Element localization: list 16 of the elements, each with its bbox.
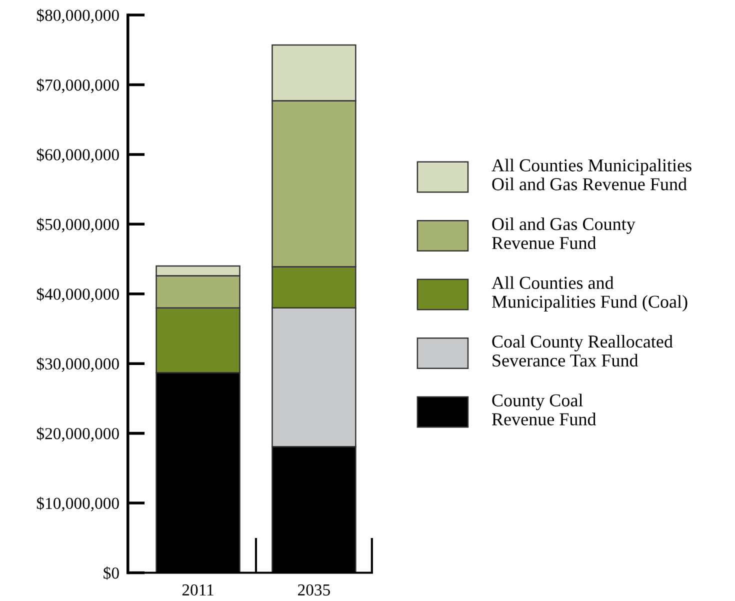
x-tick-label: 2035 <box>298 584 330 596</box>
y-tick-label: $20,000,000 <box>36 427 119 442</box>
y-tick-label: $0 <box>104 566 119 580</box>
legend-label: Coal County Reallocated Severance Tax Fund <box>492 334 673 367</box>
y-tick-label: $80,000,000 <box>36 8 119 24</box>
y-tick-label: $10,000,000 <box>36 496 119 512</box>
legend-label: All Counties and Municipalities Fund (Coal) <box>492 276 688 312</box>
y-tick-label: $40,000,000 <box>36 288 119 302</box>
y-tick-label: $60,000,000 <box>36 148 119 163</box>
legend-label: County Coal Revenue Fund <box>492 394 596 426</box>
x-tick-label: 2011 <box>182 584 214 596</box>
legend-label: All Counties Municipalities Oil and Gas Revenue Fund <box>492 158 692 190</box>
legend-label: Oil and Gas County Revenue Fund <box>492 217 636 250</box>
y-tick-label: $70,000,000 <box>36 78 119 94</box>
y-tick-label: $50,000,000 <box>36 218 119 233</box>
y-tick-label: $30,000,000 <box>36 357 119 372</box>
